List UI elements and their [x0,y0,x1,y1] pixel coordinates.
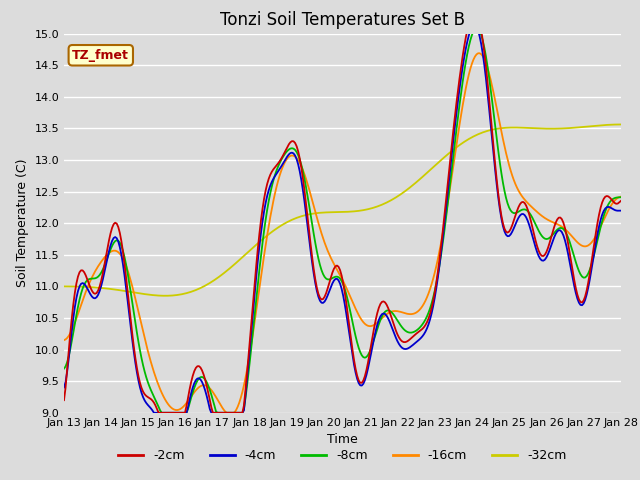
X-axis label: Time: Time [327,433,358,446]
Title: Tonzi Soil Temperatures Set B: Tonzi Soil Temperatures Set B [220,11,465,29]
Text: TZ_fmet: TZ_fmet [72,49,129,62]
Legend: -2cm, -4cm, -8cm, -16cm, -32cm: -2cm, -4cm, -8cm, -16cm, -32cm [113,444,572,467]
Y-axis label: Soil Temperature (C): Soil Temperature (C) [16,159,29,288]
